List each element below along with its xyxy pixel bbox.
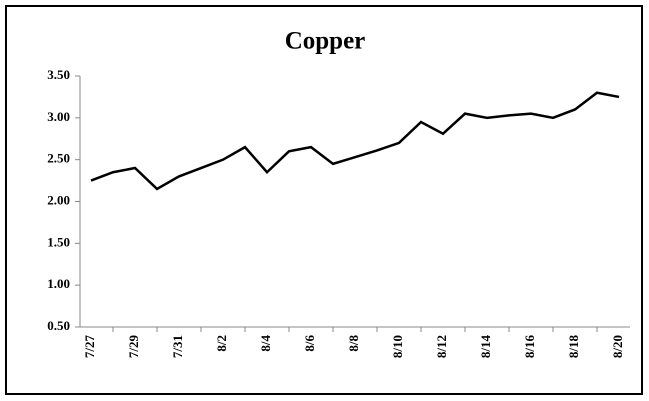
x-tick-label: 8/12 bbox=[434, 335, 449, 358]
x-tick-label: 7/27 bbox=[82, 335, 97, 359]
y-tick-label: 0.50 bbox=[47, 318, 70, 333]
data-line bbox=[90, 91, 620, 191]
x-tick-label: 8/14 bbox=[478, 335, 493, 359]
chart-border bbox=[5, 5, 643, 395]
y-tick-label: 3.00 bbox=[47, 109, 70, 124]
x-tick-label: 7/31 bbox=[170, 335, 185, 358]
x-tick-label: 8/10 bbox=[390, 335, 405, 358]
y-tick-label: 2.00 bbox=[47, 192, 70, 207]
x-tick-label: 8/8 bbox=[346, 335, 361, 352]
y-tick-label: 1.00 bbox=[47, 276, 70, 291]
x-tick-label: 8/4 bbox=[258, 335, 273, 352]
y-tick-label: 2.50 bbox=[47, 151, 70, 166]
x-tick-label: 8/16 bbox=[522, 335, 537, 359]
chart-title: Copper bbox=[285, 28, 366, 55]
x-tick-label: 8/18 bbox=[566, 335, 581, 359]
x-tick-label: 8/2 bbox=[214, 335, 229, 352]
x-tick-label: 8/6 bbox=[302, 335, 317, 352]
y-tick-label: 3.50 bbox=[47, 67, 70, 82]
x-tick-label: 8/20 bbox=[610, 335, 625, 358]
y-tick-label: 1.50 bbox=[47, 234, 70, 249]
x-tick-label: 7/29 bbox=[126, 335, 141, 359]
